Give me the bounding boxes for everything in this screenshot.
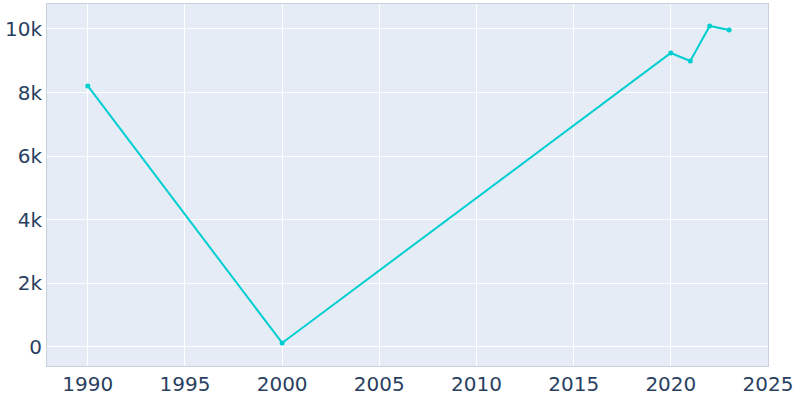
svg-text:2005: 2005 — [354, 372, 405, 396]
svg-text:2025: 2025 — [743, 372, 794, 396]
svg-text:0: 0 — [29, 335, 42, 359]
svg-text:1990: 1990 — [62, 372, 113, 396]
svg-text:10k: 10k — [5, 17, 42, 41]
svg-text:2000: 2000 — [257, 372, 308, 396]
svg-text:8k: 8k — [18, 81, 43, 105]
svg-text:2020: 2020 — [645, 372, 696, 396]
svg-text:1995: 1995 — [160, 372, 211, 396]
svg-text:4k: 4k — [18, 208, 43, 232]
svg-text:6k: 6k — [18, 144, 43, 168]
svg-text:2010: 2010 — [451, 372, 502, 396]
svg-text:2015: 2015 — [548, 372, 599, 396]
svg-text:2k: 2k — [18, 271, 43, 295]
